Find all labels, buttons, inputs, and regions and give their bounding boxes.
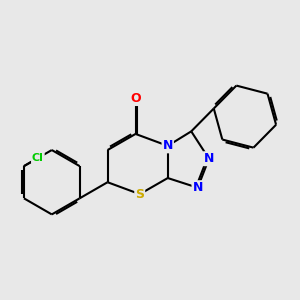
Text: O: O <box>130 92 141 105</box>
Text: Cl: Cl <box>32 153 44 163</box>
Text: N: N <box>204 152 214 165</box>
Text: N: N <box>163 139 173 152</box>
Text: S: S <box>135 188 144 201</box>
Text: N: N <box>193 181 203 194</box>
